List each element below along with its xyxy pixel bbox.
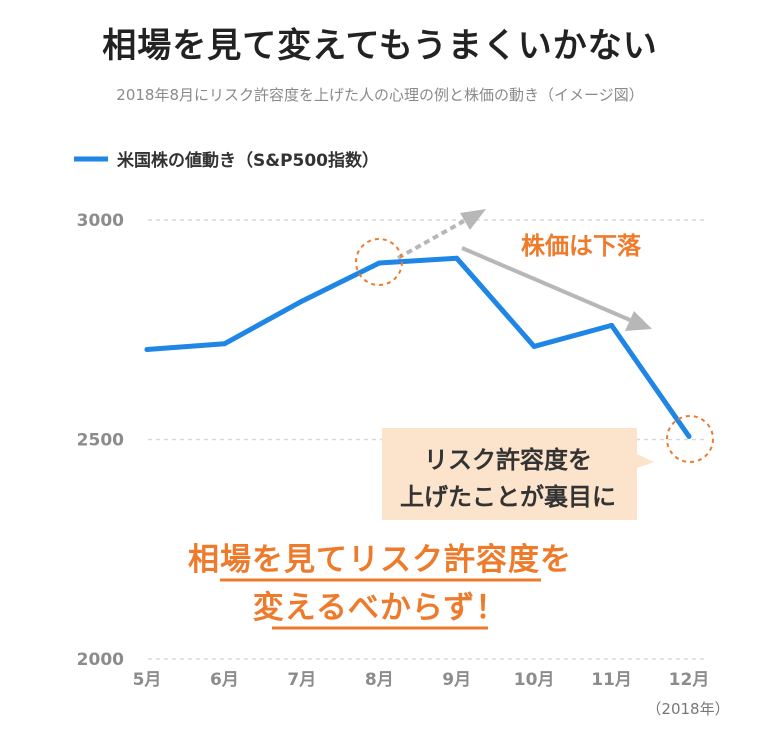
x-tick-label: 9月 <box>442 670 471 690</box>
data-point <box>609 322 614 328</box>
highlight-circle-dec <box>666 415 714 463</box>
legend-label: 米国株の値動き（S&P500指数） <box>117 150 379 171</box>
speech-bubble: リスク許容度を 上げたことが裏目に <box>382 428 654 520</box>
bubble-line-2: 上げたことが裏目に <box>400 483 616 511</box>
key-message: 相場を見てリスク許容度を 変えるべからず！ <box>188 542 572 630</box>
message-line-2: 変えるべからず！ <box>253 590 507 626</box>
x-tick-label: 5月 <box>133 670 162 690</box>
x-tick-label: 8月 <box>365 670 394 690</box>
x-tick-label: 12月 <box>669 670 710 690</box>
expectation-arrow <box>397 209 486 260</box>
bubble-line-1: リスク許容度を <box>424 446 592 474</box>
data-point <box>222 341 227 347</box>
y-tick-label: 2000 <box>77 650 124 670</box>
highlight-circle-aug <box>355 238 403 286</box>
x-tick-label: 11月 <box>591 670 632 690</box>
message-line-1: 相場を見てリスク許容度を <box>188 542 572 578</box>
data-point <box>376 260 382 266</box>
data-point <box>144 347 150 352</box>
data-point <box>454 255 460 261</box>
page-subtitle: 2018年8月にリスク許容度を上げた人の心理の例と株価の動き（イメージ図） <box>116 86 644 104</box>
year-note: （2018年） <box>646 700 729 718</box>
decline-label: 株価は下落 <box>521 232 642 260</box>
data-point <box>299 298 305 304</box>
series-line <box>144 255 692 439</box>
y-tick-label: 2500 <box>77 431 124 451</box>
y-tick-label: 3000 <box>77 211 124 231</box>
page-title: 相場を見て変えてもうまくいかない <box>102 26 658 66</box>
x-tick-label: 7月 <box>287 670 316 690</box>
data-point <box>531 344 537 349</box>
x-tick-label: 10月 <box>514 670 555 690</box>
decline-arrow <box>461 246 652 331</box>
data-point <box>686 434 692 439</box>
x-tick-label: 6月 <box>210 670 239 690</box>
